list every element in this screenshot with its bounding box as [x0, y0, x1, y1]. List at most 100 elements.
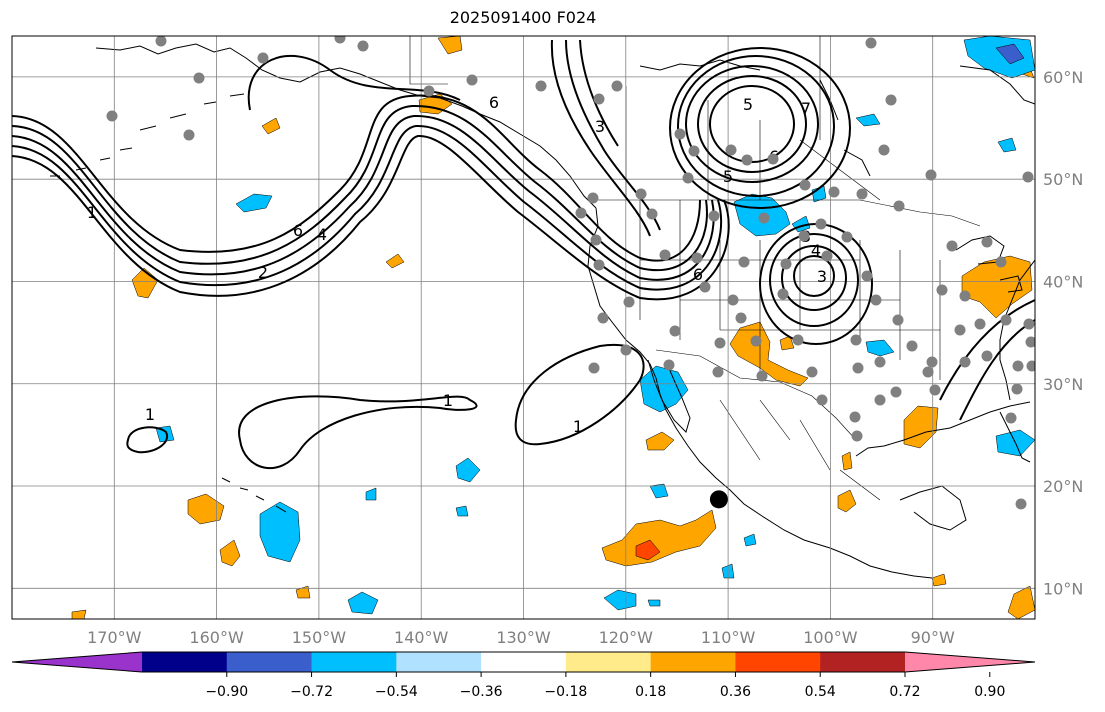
colorbar-segment — [650, 652, 736, 672]
contour-label: 3 — [595, 117, 605, 136]
station-dot — [590, 234, 602, 246]
colorbar-label: 0.72 — [889, 684, 920, 700]
station-dot — [750, 335, 762, 347]
positive-anomaly-patch — [187, 493, 225, 525]
station-dot — [1000, 314, 1012, 326]
station-dot — [691, 252, 703, 264]
contour-line — [669, 47, 851, 209]
hawaii-islands — [221, 477, 287, 513]
contour-line — [238, 395, 478, 469]
positive-anomaly-patch — [1007, 585, 1035, 619]
station-dot — [851, 430, 863, 442]
latitude-label: 50°N — [1043, 170, 1083, 189]
station-dot — [798, 230, 810, 242]
station-dot — [922, 366, 934, 378]
colorbar-label: 0.90 — [974, 684, 1005, 700]
positive-anomaly-patch — [645, 431, 675, 451]
alaska-canada-border — [409, 36, 448, 85]
station-dot — [587, 192, 599, 204]
station-dot — [849, 411, 861, 423]
station-dot — [1023, 318, 1035, 330]
station-dot — [926, 356, 938, 368]
station-dot — [669, 325, 681, 337]
station-dot — [821, 250, 833, 262]
station-dot — [1022, 171, 1034, 183]
negative-anomaly-patch — [647, 599, 661, 607]
station-dot — [841, 231, 853, 243]
station-dot — [1012, 360, 1024, 372]
latitude-label: 40°N — [1043, 272, 1083, 291]
contour-line — [769, 233, 859, 327]
latitude-tick-labels: 60°N 50°N 40°N 30°N 20°N 10°N — [1043, 68, 1083, 598]
station-dot — [334, 36, 346, 44]
positive-anomaly-patch — [729, 321, 809, 387]
station-dot — [535, 80, 547, 92]
station-dot — [870, 294, 882, 306]
station-dot — [865, 37, 877, 49]
tropical-cyclone-marker — [709, 490, 728, 509]
contour-label: 7 — [801, 99, 811, 118]
latitude-label: 30°N — [1043, 375, 1083, 394]
station-dot — [708, 210, 720, 222]
negative-anomaly-patch — [365, 487, 377, 501]
latitude-label: 10°N — [1043, 579, 1083, 598]
station-dot — [674, 128, 686, 140]
station-dot — [792, 334, 804, 346]
station-dot — [735, 312, 747, 324]
station-dot — [856, 188, 868, 200]
coastline-layer — [50, 43, 1035, 579]
negative-anomaly-patch — [455, 457, 481, 483]
station-dot — [646, 208, 658, 220]
longitude-label: 170°W — [87, 628, 142, 647]
latitude-label: 20°N — [1043, 477, 1083, 496]
longitude-label: 90°W — [911, 628, 955, 647]
contour-label: 6 — [293, 221, 303, 240]
station-dot — [995, 256, 1007, 268]
us-west-coastline — [587, 207, 933, 579]
contour-line — [12, 114, 715, 281]
colorbar-label: −0.18 — [544, 684, 587, 700]
station-dot — [885, 94, 897, 106]
station-dot — [828, 186, 840, 198]
colorbar-label: 0.18 — [635, 684, 666, 700]
positive-anomaly-patch — [437, 36, 463, 55]
contour-line — [697, 75, 807, 173]
station-dot — [738, 256, 750, 268]
station-dot — [1015, 498, 1027, 510]
station-dot — [620, 344, 632, 356]
station-dot — [741, 154, 753, 166]
negative-anomaly-patch — [649, 483, 669, 499]
station-dot — [1026, 360, 1035, 372]
colorbar-label: 0.36 — [720, 684, 751, 700]
longitude-label: 110°W — [701, 628, 756, 647]
station-dot — [712, 366, 724, 378]
longitude-label: 100°W — [803, 628, 858, 647]
colorbar-outline — [11, 651, 1036, 673]
station-dot — [688, 145, 700, 157]
station-dot — [357, 40, 369, 52]
contour-line — [781, 245, 847, 311]
station-dot — [611, 80, 623, 92]
colorbar-segment — [142, 652, 228, 672]
station-dot — [106, 110, 118, 122]
station-dot — [758, 212, 770, 224]
station-dot — [929, 384, 941, 396]
station-dot — [874, 356, 886, 368]
station-dot — [725, 144, 737, 156]
contour-label: 1 — [443, 391, 453, 410]
yucatan-coast — [899, 485, 967, 531]
contour-label: 2 — [258, 263, 268, 282]
positive-anomaly-patch — [71, 609, 87, 619]
station-dot — [183, 129, 195, 141]
contour-line — [685, 65, 819, 183]
colorbar-segment — [565, 652, 652, 672]
colorbar-segment — [735, 652, 821, 672]
contour-line — [126, 426, 169, 454]
positive-anomaly-patch — [841, 451, 853, 471]
map-frame — [11, 35, 1036, 620]
station-dot — [954, 324, 966, 336]
positive-anomaly-patch — [385, 253, 405, 269]
contour-line — [793, 255, 835, 297]
station-dot — [593, 259, 605, 271]
strong-positive-anomaly-patch — [635, 539, 661, 561]
